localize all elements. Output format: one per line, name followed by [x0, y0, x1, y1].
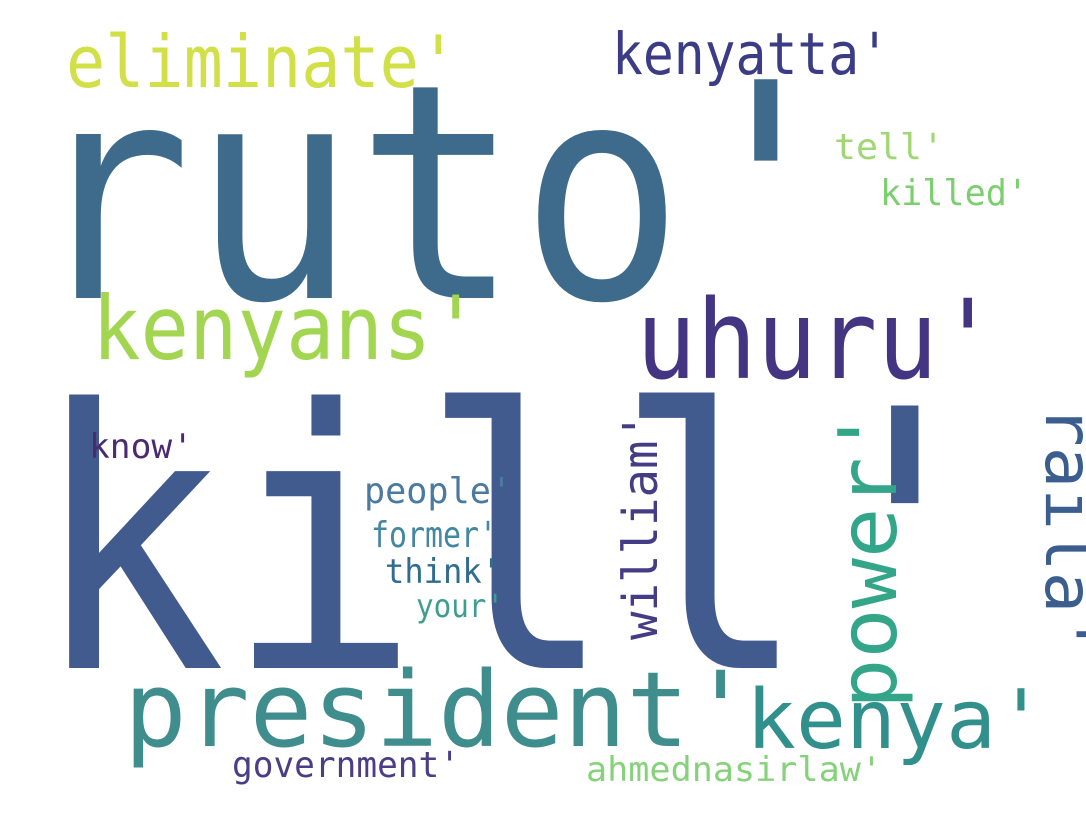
word-eliminate: eliminate' — [66, 20, 458, 104]
word-kenyatta: kenyatta' — [612, 20, 890, 88]
word-william: william' — [613, 412, 669, 640]
word-think: think' — [385, 552, 501, 592]
word-tell: tell' — [834, 127, 944, 168]
word-government: government' — [232, 745, 460, 786]
word-know: know' — [89, 427, 193, 467]
word-kill: kill' — [32, 334, 1002, 753]
word-kenya: kenya' — [746, 673, 1046, 768]
word-power: power' — [822, 407, 915, 709]
word-kenyans: kenyans' — [92, 277, 480, 380]
word-president: president' — [124, 649, 752, 771]
word-your: your' — [416, 587, 504, 625]
word-uhuru: uhuru' — [636, 276, 998, 404]
word-former: former' — [371, 515, 497, 556]
word-people: people' — [364, 471, 512, 512]
word-raila: raila' — [1030, 405, 1086, 655]
word-ruto: ruto' — [28, 20, 848, 369]
word-ahmednasirlaw: ahmednasirlaw' — [586, 750, 882, 790]
word-killed: killed' — [880, 173, 1028, 214]
